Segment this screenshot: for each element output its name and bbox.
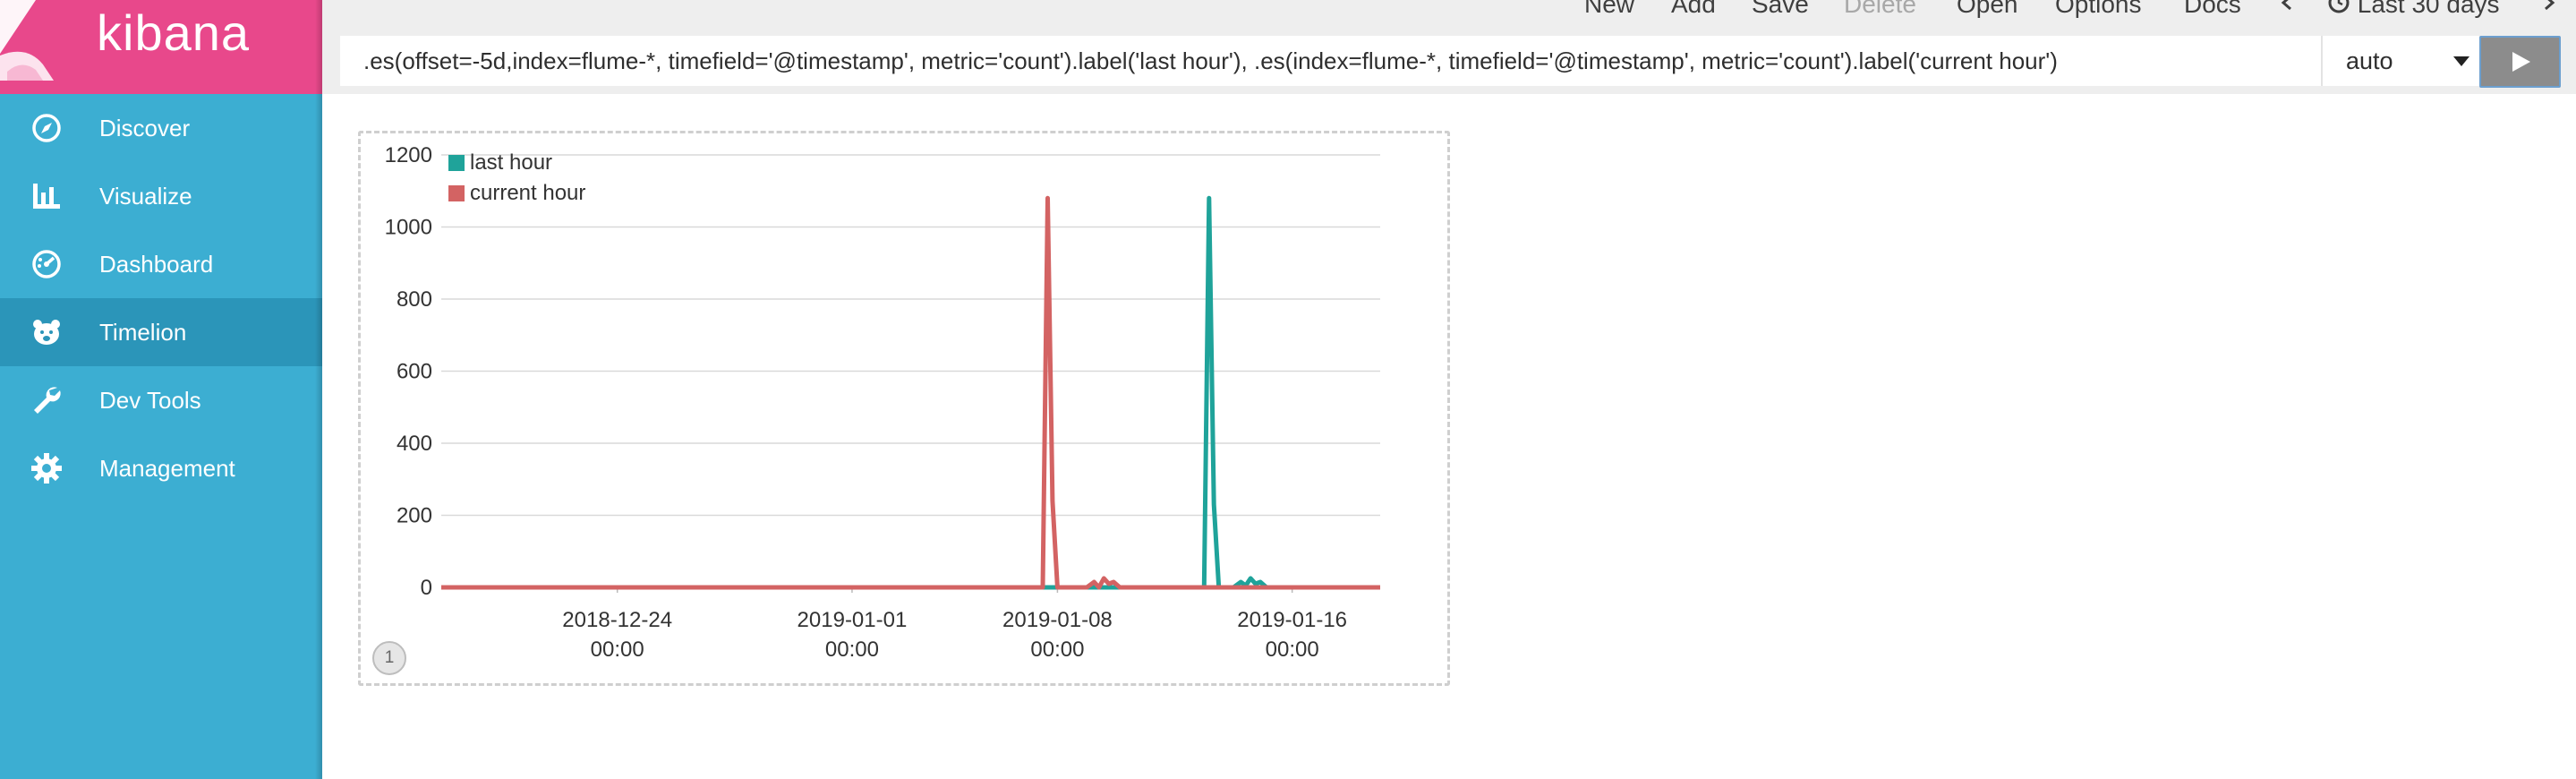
- add-button[interactable]: Add: [1671, 0, 1716, 18]
- y-tick-label: 400: [397, 432, 432, 456]
- time-range-label: Last 30 days: [2357, 0, 2500, 18]
- docs-button[interactable]: Docs: [2184, 0, 2241, 18]
- sidebar-item-dashboard[interactable]: Dashboard: [0, 230, 322, 298]
- y-tick-label: 600: [397, 360, 432, 384]
- sidebar-item-management[interactable]: Management: [0, 434, 322, 502]
- sidebar-item-label: Management: [99, 455, 235, 482]
- bear-icon: [30, 316, 63, 348]
- x-tick-label-time: 00:00: [1266, 638, 1319, 662]
- gear-icon: [30, 452, 63, 484]
- sidebar-item-visualize[interactable]: Visualize: [0, 162, 322, 230]
- interval-value: auto: [2346, 47, 2393, 74]
- time-forward-button[interactable]: [2540, 0, 2558, 23]
- y-tick-label: 200: [397, 504, 432, 528]
- panel-number-badge[interactable]: 1: [372, 641, 406, 675]
- sidebar-item-timelion[interactable]: Timelion: [0, 298, 322, 366]
- sidebar-item-discover[interactable]: Discover: [0, 94, 322, 162]
- brand-name: kibana: [97, 4, 251, 61]
- y-tick-label: 1200: [385, 143, 432, 167]
- save-button[interactable]: Save: [1752, 0, 1809, 18]
- series-line-0: [441, 195, 1380, 590]
- x-tick-label: 2019-01-16: [1237, 608, 1347, 632]
- legend-swatch: [448, 155, 465, 171]
- x-tick-label-time: 00:00: [1030, 638, 1084, 662]
- caret-down-icon: [2453, 56, 2469, 66]
- legend-label: last hour: [470, 150, 552, 175]
- x-tick-label-time: 00:00: [825, 638, 879, 662]
- options-button[interactable]: Options: [2055, 0, 2142, 18]
- legend-swatch: [448, 185, 465, 201]
- x-tick-label-time: 00:00: [591, 638, 644, 662]
- gauge-icon: [30, 248, 63, 280]
- sidebar-item-label: Timelion: [99, 319, 187, 346]
- sidebar-item-label: Discover: [99, 115, 191, 141]
- sidebar-item-label: Dashboard: [99, 251, 214, 278]
- chevron-left-icon: [2281, 0, 2291, 11]
- y-tick-label: 1000: [385, 216, 432, 240]
- x-tick-label: 2019-01-01: [798, 608, 908, 632]
- kibana-logo-icon: [0, 0, 54, 81]
- series-line-1: [441, 195, 1380, 590]
- expression-input[interactable]: .es(offset=-5d,index=flume-*, timefield=…: [340, 36, 2321, 86]
- timelion-chart: 0 200 400 600 800 1000 1200 2018-12-24 00:00 2019…: [385, 143, 1380, 662]
- x-tick-label: 2019-01-08: [1002, 608, 1113, 632]
- run-button[interactable]: [2479, 36, 2561, 88]
- time-picker[interactable]: Last 30 days: [2327, 0, 2500, 20]
- chart-panel[interactable]: 0 200 400 600 800 1000 1200 2018-12-24 00:00 2019…: [358, 131, 1450, 686]
- sidebar-item-label: Dev Tools: [99, 387, 201, 414]
- sidebar-shadow: [315, 0, 322, 779]
- y-tick-label: 0: [421, 576, 432, 600]
- delete-button[interactable]: Delete: [1844, 0, 1916, 18]
- x-tick-label: 2018-12-24: [562, 608, 672, 632]
- sidebar-item-dev-tools[interactable]: Dev Tools: [0, 366, 322, 434]
- sidebar-item-label: Visualize: [99, 183, 192, 210]
- open-button[interactable]: Open: [1957, 0, 2018, 18]
- legend-label: current hour: [470, 181, 585, 205]
- compass-icon: [30, 112, 63, 144]
- clock-icon: [2328, 0, 2350, 13]
- interval-select[interactable]: auto: [2321, 36, 2479, 86]
- play-icon: [2512, 52, 2530, 72]
- sidebar: kibana Discover Visualize Dashboard Time…: [0, 0, 322, 779]
- new-button[interactable]: New: [1584, 0, 1635, 18]
- bar-chart-icon: [30, 180, 63, 212]
- kibana-logo[interactable]: kibana: [0, 0, 322, 94]
- chevron-right-icon: [2545, 0, 2555, 11]
- wrench-icon: [30, 384, 63, 416]
- y-tick-label: 800: [397, 287, 432, 312]
- time-back-button[interactable]: [2278, 0, 2296, 23]
